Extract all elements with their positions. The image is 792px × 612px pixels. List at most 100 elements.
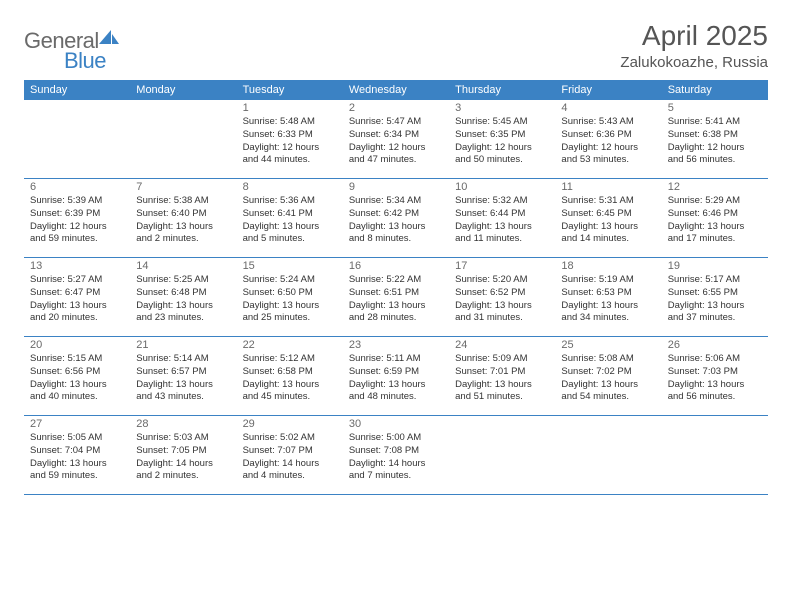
- day-cell: 17Sunrise: 5:20 AMSunset: 6:52 PMDayligh…: [449, 258, 555, 336]
- day-cell: 28Sunrise: 5:03 AMSunset: 7:05 PMDayligh…: [130, 416, 236, 494]
- cell-daylight2: and 17 minutes.: [668, 233, 762, 246]
- cell-sunset: Sunset: 7:04 PM: [30, 445, 124, 458]
- date-number: 1: [243, 102, 337, 114]
- week-row: 27Sunrise: 5:05 AMSunset: 7:04 PMDayligh…: [24, 416, 768, 495]
- cell-daylight1: Daylight: 13 hours: [668, 379, 762, 392]
- cell-sunset: Sunset: 6:56 PM: [30, 366, 124, 379]
- cell-daylight1: Daylight: 12 hours: [455, 142, 549, 155]
- cell-sunrise: Sunrise: 5:22 AM: [349, 274, 443, 287]
- day-cell: [555, 416, 661, 494]
- cell-sunrise: Sunrise: 5:25 AM: [136, 274, 230, 287]
- date-number: 22: [243, 339, 337, 351]
- cell-daylight2: and 23 minutes.: [136, 312, 230, 325]
- date-number: 16: [349, 260, 443, 272]
- date-number: 14: [136, 260, 230, 272]
- cell-daylight2: and 14 minutes.: [561, 233, 655, 246]
- cell-sunrise: Sunrise: 5:43 AM: [561, 116, 655, 129]
- cell-daylight2: and 7 minutes.: [349, 470, 443, 483]
- day-cell: 21Sunrise: 5:14 AMSunset: 6:57 PMDayligh…: [130, 337, 236, 415]
- day-cell: 19Sunrise: 5:17 AMSunset: 6:55 PMDayligh…: [662, 258, 768, 336]
- cell-daylight1: Daylight: 12 hours: [30, 221, 124, 234]
- cell-sunrise: Sunrise: 5:31 AM: [561, 195, 655, 208]
- date-number: 19: [668, 260, 762, 272]
- cell-daylight1: Daylight: 13 hours: [243, 379, 337, 392]
- cell-daylight2: and 4 minutes.: [243, 470, 337, 483]
- cell-daylight2: and 48 minutes.: [349, 391, 443, 404]
- cell-daylight1: Daylight: 14 hours: [243, 458, 337, 471]
- cell-daylight1: Daylight: 13 hours: [668, 221, 762, 234]
- date-number: 27: [30, 418, 124, 430]
- location: Zalukokoazhe, Russia: [620, 54, 768, 71]
- cell-daylight1: Daylight: 12 hours: [668, 142, 762, 155]
- cell-sunset: Sunset: 6:36 PM: [561, 129, 655, 142]
- month-title: April 2025: [620, 20, 768, 52]
- cell-daylight1: Daylight: 13 hours: [136, 379, 230, 392]
- date-number: 3: [455, 102, 549, 114]
- date-number: 5: [668, 102, 762, 114]
- day-cell: 25Sunrise: 5:08 AMSunset: 7:02 PMDayligh…: [555, 337, 661, 415]
- date-number: 17: [455, 260, 549, 272]
- cell-daylight1: Daylight: 13 hours: [136, 300, 230, 313]
- cell-sunrise: Sunrise: 5:08 AM: [561, 353, 655, 366]
- day-cell: 10Sunrise: 5:32 AMSunset: 6:44 PMDayligh…: [449, 179, 555, 257]
- cell-sunrise: Sunrise: 5:48 AM: [243, 116, 337, 129]
- cell-sunset: Sunset: 6:46 PM: [668, 208, 762, 221]
- day-cell: 15Sunrise: 5:24 AMSunset: 6:50 PMDayligh…: [237, 258, 343, 336]
- cell-sunset: Sunset: 6:52 PM: [455, 287, 549, 300]
- cell-sunrise: Sunrise: 5:11 AM: [349, 353, 443, 366]
- cell-sunrise: Sunrise: 5:36 AM: [243, 195, 337, 208]
- date-number: 25: [561, 339, 655, 351]
- date-number: 29: [243, 418, 337, 430]
- day-cell: 18Sunrise: 5:19 AMSunset: 6:53 PMDayligh…: [555, 258, 661, 336]
- cell-daylight2: and 8 minutes.: [349, 233, 443, 246]
- day-cell: 13Sunrise: 5:27 AMSunset: 6:47 PMDayligh…: [24, 258, 130, 336]
- day-cell: 11Sunrise: 5:31 AMSunset: 6:45 PMDayligh…: [555, 179, 661, 257]
- cell-daylight2: and 54 minutes.: [561, 391, 655, 404]
- cell-sunrise: Sunrise: 5:41 AM: [668, 116, 762, 129]
- cell-sunrise: Sunrise: 5:15 AM: [30, 353, 124, 366]
- day-cell: 12Sunrise: 5:29 AMSunset: 6:46 PMDayligh…: [662, 179, 768, 257]
- cell-daylight1: Daylight: 14 hours: [136, 458, 230, 471]
- cell-sunset: Sunset: 7:02 PM: [561, 366, 655, 379]
- cell-sunrise: Sunrise: 5:00 AM: [349, 432, 443, 445]
- cell-daylight2: and 31 minutes.: [455, 312, 549, 325]
- day-cell: [449, 416, 555, 494]
- cell-daylight1: Daylight: 13 hours: [455, 300, 549, 313]
- cell-sunset: Sunset: 6:41 PM: [243, 208, 337, 221]
- cell-sunrise: Sunrise: 5:29 AM: [668, 195, 762, 208]
- week-row: 20Sunrise: 5:15 AMSunset: 6:56 PMDayligh…: [24, 337, 768, 416]
- cell-sunset: Sunset: 6:38 PM: [668, 129, 762, 142]
- week-row: 1Sunrise: 5:48 AMSunset: 6:33 PMDaylight…: [24, 100, 768, 179]
- date-number: 7: [136, 181, 230, 193]
- day-cell: 14Sunrise: 5:25 AMSunset: 6:48 PMDayligh…: [130, 258, 236, 336]
- date-number: 6: [30, 181, 124, 193]
- cell-sunrise: Sunrise: 5:17 AM: [668, 274, 762, 287]
- cell-daylight1: Daylight: 13 hours: [243, 221, 337, 234]
- cell-sunrise: Sunrise: 5:02 AM: [243, 432, 337, 445]
- cell-daylight2: and 2 minutes.: [136, 233, 230, 246]
- cell-sunset: Sunset: 6:45 PM: [561, 208, 655, 221]
- date-number: 10: [455, 181, 549, 193]
- date-number: 24: [455, 339, 549, 351]
- cell-daylight1: Daylight: 13 hours: [30, 379, 124, 392]
- cell-daylight2: and 59 minutes.: [30, 470, 124, 483]
- date-number: 28: [136, 418, 230, 430]
- day-header: Sunday: [24, 80, 130, 100]
- cell-sunset: Sunset: 6:42 PM: [349, 208, 443, 221]
- cell-daylight2: and 53 minutes.: [561, 154, 655, 167]
- day-cell: 29Sunrise: 5:02 AMSunset: 7:07 PMDayligh…: [237, 416, 343, 494]
- day-cell: [130, 100, 236, 178]
- date-number: 18: [561, 260, 655, 272]
- cell-daylight1: Daylight: 12 hours: [243, 142, 337, 155]
- cell-sunrise: Sunrise: 5:14 AM: [136, 353, 230, 366]
- day-cell: 6Sunrise: 5:39 AMSunset: 6:39 PMDaylight…: [24, 179, 130, 257]
- day-cell: 26Sunrise: 5:06 AMSunset: 7:03 PMDayligh…: [662, 337, 768, 415]
- cell-daylight1: Daylight: 13 hours: [455, 221, 549, 234]
- cell-sunset: Sunset: 6:53 PM: [561, 287, 655, 300]
- cell-daylight2: and 34 minutes.: [561, 312, 655, 325]
- cell-daylight2: and 28 minutes.: [349, 312, 443, 325]
- cell-daylight2: and 59 minutes.: [30, 233, 124, 246]
- day-cell: 3Sunrise: 5:45 AMSunset: 6:35 PMDaylight…: [449, 100, 555, 178]
- cell-sunrise: Sunrise: 5:19 AM: [561, 274, 655, 287]
- cell-daylight1: Daylight: 13 hours: [349, 379, 443, 392]
